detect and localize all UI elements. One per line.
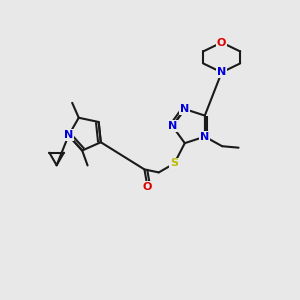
Text: N: N	[180, 104, 189, 114]
Text: N: N	[217, 68, 226, 77]
Text: S: S	[170, 158, 178, 169]
Text: N: N	[168, 121, 177, 131]
Text: O: O	[143, 182, 152, 192]
Text: N: N	[64, 130, 73, 140]
Text: N: N	[200, 132, 209, 142]
Text: O: O	[217, 38, 226, 47]
